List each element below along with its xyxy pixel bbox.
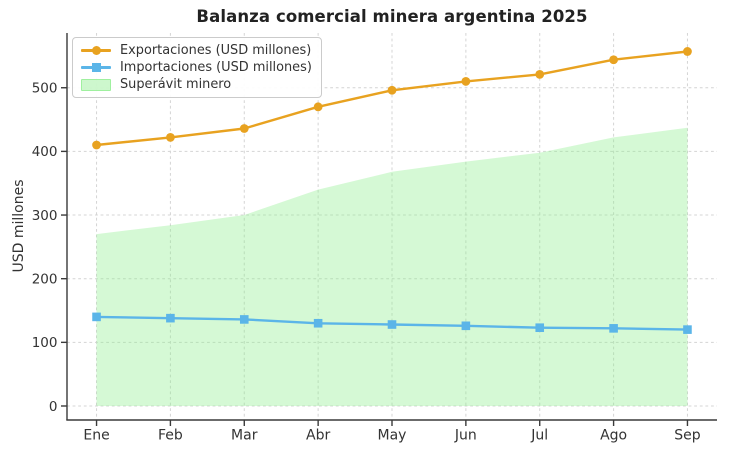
svg-text:Ago: Ago — [600, 428, 627, 444]
import-point-marker — [387, 320, 397, 329]
import-point-marker — [683, 325, 692, 334]
svg-text:300: 300 — [32, 208, 58, 224]
svg-text:May: May — [378, 428, 407, 444]
circle-marker-icon — [91, 46, 101, 55]
export-point-marker — [92, 140, 101, 150]
svg-text:Feb: Feb — [158, 428, 183, 444]
import-point-marker — [461, 321, 471, 331]
import-point-marker — [239, 315, 249, 324]
y-axis-label: USD millones — [11, 179, 27, 273]
svg-text:Sep: Sep — [674, 428, 701, 444]
export-point-marker — [313, 102, 323, 112]
legend-item: Exportaciones (USD millones) — [81, 42, 312, 59]
axes-spines — [61, 33, 717, 426]
x-tick-labels: Ene Feb Mar Abr May Jun Jul Ago Sep — [83, 428, 700, 444]
svg-text:Ene: Ene — [83, 428, 109, 444]
export-point-marker — [239, 124, 249, 133]
svg-text:Jul: Jul — [530, 428, 548, 444]
export-point-marker — [535, 69, 545, 79]
chart-title: Balanza comercial minera argentina 2025 — [196, 7, 588, 26]
export-point-marker — [609, 55, 618, 65]
import-point-marker — [609, 324, 618, 333]
import-point-marker — [166, 313, 175, 323]
exports-series — [92, 47, 692, 150]
legend-line-circle-swatch — [81, 44, 111, 58]
export-point-marker — [166, 132, 175, 142]
svg-text:500: 500 — [32, 81, 58, 97]
svg-text:Mar: Mar — [231, 428, 258, 444]
svg-text:0: 0 — [49, 399, 58, 415]
import-point-marker — [535, 323, 545, 333]
legend-label: Superávit minero — [120, 77, 232, 92]
import-point-marker — [313, 318, 323, 328]
legend: Exportaciones (USD millones) Importacione… — [72, 37, 322, 98]
legend-area-swatch — [81, 79, 111, 91]
y-tick-labels: 0 100 200 300 400 500 — [32, 81, 58, 415]
legend-line-square-swatch — [81, 61, 111, 75]
imports-series — [92, 312, 692, 334]
export-point-marker — [461, 76, 471, 86]
svg-text:Jun: Jun — [454, 428, 477, 444]
square-marker-icon — [91, 63, 101, 72]
svg-text:200: 200 — [32, 271, 58, 287]
export-point-marker — [387, 85, 397, 95]
import-point-marker — [92, 312, 101, 322]
legend-label: Exportaciones (USD millones) — [120, 43, 312, 58]
svg-text:100: 100 — [32, 335, 58, 351]
legend-item: Importaciones (USD millones) — [81, 59, 312, 76]
svg-text:Abr: Abr — [306, 428, 330, 444]
surplus-area — [96, 127, 688, 407]
export-point-marker — [683, 47, 692, 56]
legend-item: Superávit minero — [81, 76, 312, 93]
legend-label: Importaciones (USD millones) — [120, 60, 312, 75]
svg-text:400: 400 — [32, 144, 58, 160]
